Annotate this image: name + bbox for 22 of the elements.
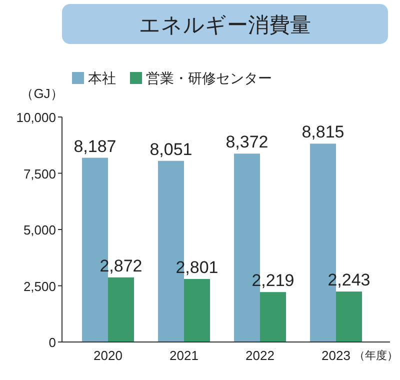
- legend-label: 営業・研修センター: [146, 70, 272, 86]
- chart-title: エネルギー消費量: [139, 14, 311, 37]
- data-label: 8,372: [226, 132, 268, 152]
- y-tick-label: 10,000: [16, 110, 56, 125]
- data-label: 8,187: [74, 136, 116, 156]
- y-tick-label: 2,500: [23, 278, 56, 294]
- x-tick-label: 2020: [94, 348, 122, 363]
- legend-label: 本社: [88, 70, 116, 86]
- y-tick-label: 5,000: [23, 222, 56, 238]
- x-tick-label: 2023: [322, 348, 350, 363]
- data-label: 8,815: [302, 122, 344, 142]
- bar: [336, 292, 362, 342]
- x-axis-title: （年度）: [354, 349, 398, 362]
- bar: [184, 278, 210, 342]
- bar: [108, 277, 134, 342]
- data-label: 8,051: [150, 140, 192, 159]
- y-tick-label: 7,500: [23, 166, 56, 182]
- bar: [260, 292, 286, 342]
- y-axis-title: （GJ）: [20, 86, 64, 101]
- y-tick-label: 0: [48, 335, 56, 350]
- x-tick-label: 2021: [170, 348, 198, 363]
- x-tick-label: 2022: [246, 348, 274, 363]
